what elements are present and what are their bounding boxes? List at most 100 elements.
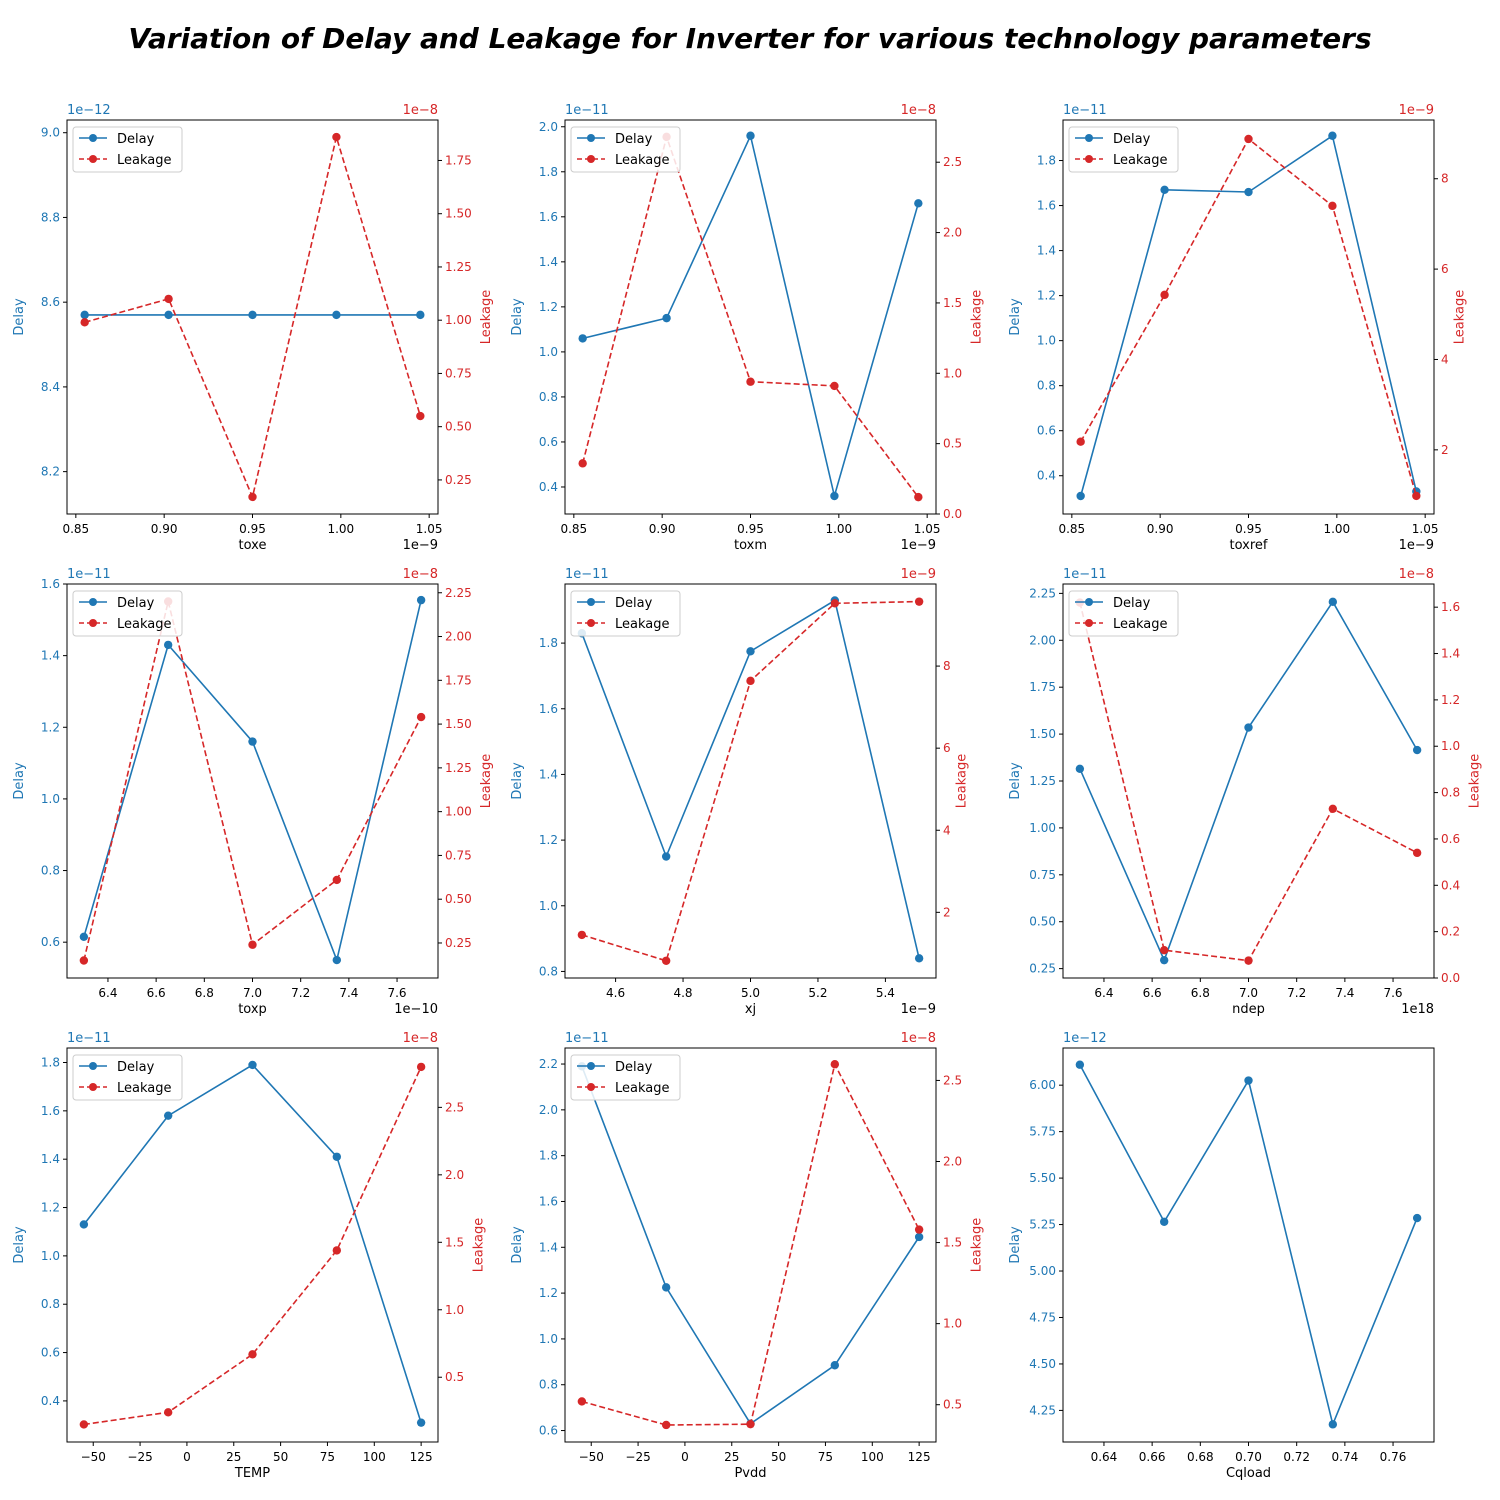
delay-point [914,954,924,963]
y-tick-label: 2.25 [1029,586,1056,600]
axes-frame [564,583,937,979]
y-tick-label: 5.50 [1029,1171,1056,1185]
y-tick-label: 4.50 [1029,1357,1056,1371]
y-tick-label: 2.2 [539,1057,558,1071]
leakage-line [581,134,919,498]
x-tick-label: 0 [681,1450,689,1464]
y-tick-label: 0.6 [41,1346,60,1360]
legend-leakage-label: Leakage [117,153,172,168]
legend: Delay Leakage [72,1054,183,1101]
subplot-toxref: 0.85 0.90 0.95 1.00 1.05 toxref 1e−9 0.4 0.6 0.8 1… [1008,103,1468,553]
y2-tick-label: 1.0 [1441,739,1460,753]
y2-tick-label: 8 [943,659,951,673]
y2-axis-label: Leakage [1453,290,1468,345]
y-tick-label: 0.4 [1037,469,1056,483]
y2-tick-label: 0.5 [943,437,962,451]
y2-tick-label: 1.50 [445,717,472,731]
y-tick-label: 2.00 [1029,633,1056,647]
legend-delay-marker [89,598,97,606]
y-tick-label: 5.75 [1029,1125,1056,1139]
leakage-line [581,1061,920,1426]
x-tick-label: 0 [183,1450,191,1464]
leakage-point [80,318,89,327]
y2-axis-label: Leakage [472,1218,487,1273]
y2-tick-label: 0.0 [1441,971,1460,985]
delay-point [1244,187,1253,197]
y2-offset-label: 1e−9 [901,567,936,582]
delay-point [661,852,671,861]
x-tick-label: −25 [625,1450,650,1464]
delay-point [164,310,173,320]
y-tick-label: 1.25 [1029,774,1056,788]
leakage-point [248,1350,257,1359]
axes-frame [564,1047,937,1443]
delay-point [914,199,923,208]
y-tick-label: 1.00 [1029,821,1056,835]
leakage-point [332,132,341,142]
y2-tick-label: 2.5 [943,1073,962,1087]
leakage-line [83,1066,422,1426]
x-axis-label: xj [745,1002,756,1017]
y-tick-label: 1.4 [539,1240,558,1254]
x-tick-label: 0.68 [1187,1450,1214,1464]
leakage-point [746,377,755,386]
y-tick-label: 0.6 [539,1424,558,1438]
delay-point [416,595,426,605]
delay-point [661,1283,671,1292]
delay-point [830,491,839,501]
x-tick-label: 5.4 [876,986,895,1000]
legend-leakage-marker [89,1083,97,1091]
x-axis-label: TEMP [234,1466,270,1481]
y-offset-label: 1e−11 [1063,103,1107,118]
x-tick-label: 6.4 [98,986,117,1000]
y-tick-label: 1.4 [41,649,60,663]
y-tick-label: 1.8 [539,636,558,650]
delay-point [79,1220,89,1229]
x-offset-label: 1e−9 [403,538,438,553]
x-tick-label: 125 [410,1450,433,1464]
leakage-point [1244,134,1253,144]
leakage-point [79,956,89,965]
y2-offset-label: 1e−8 [901,103,936,118]
x-tick-label: 0.90 [1147,522,1174,536]
legend: Delay Leakage [570,590,681,637]
y2-tick-label: 0.75 [445,366,472,380]
y-tick-label: 1.6 [41,577,60,591]
legend-leakage-label: Leakage [1113,617,1168,632]
y2-tick-label: 2 [943,905,951,919]
x-tick-label: 1.00 [327,522,354,536]
x-tick-label: 1.05 [1412,522,1439,536]
y-offset-label: 1e−11 [67,567,111,582]
delay-line [1079,600,1418,963]
y-offset-label: 1e−11 [565,567,609,582]
leakage-point [1076,437,1085,446]
axes-frame [66,583,439,979]
x-tick-label: 6.8 [1191,986,1210,1000]
y-tick-label: 0.50 [1029,915,1056,929]
x-tick-label: 6.4 [1094,986,1113,1000]
y2-tick-label: 1.2 [1441,693,1460,707]
legend-leakage-label: Leakage [117,1081,172,1096]
y-tick-label: 8.6 [41,295,60,309]
legend-delay-marker [587,134,595,142]
y-tick-label: 5.25 [1029,1218,1056,1232]
x-axis-label: toxm [734,538,767,553]
x-tick-label: 7.4 [1335,986,1354,1000]
delay-point [248,737,257,746]
x-tick-label: 0.85 [62,522,89,536]
y2-tick-label: 0.8 [1441,786,1460,800]
y-tick-label: 0.4 [41,1394,60,1408]
y2-offset-label: 1e−8 [403,567,438,582]
x-tick-label: 0.70 [1235,1450,1262,1464]
subplot-pvdd: −50 −25 0 25 50 75 100 125 Pvdd 0.6 0.8 1.0 1.2 1.4 1.… [510,1031,985,1481]
axes-frame [66,1047,439,1443]
delay-point [1412,745,1422,755]
delay-point [1244,723,1253,732]
y-tick-label: 1.4 [539,767,558,781]
legend-delay-label: Delay [615,132,653,147]
y2-tick-label: 0.75 [445,848,472,862]
y-tick-label: 0.75 [1029,868,1056,882]
y2-tick-label: 0.2 [1441,925,1460,939]
delay-point [914,1232,924,1242]
y-axis-label: Delay [1008,298,1023,336]
